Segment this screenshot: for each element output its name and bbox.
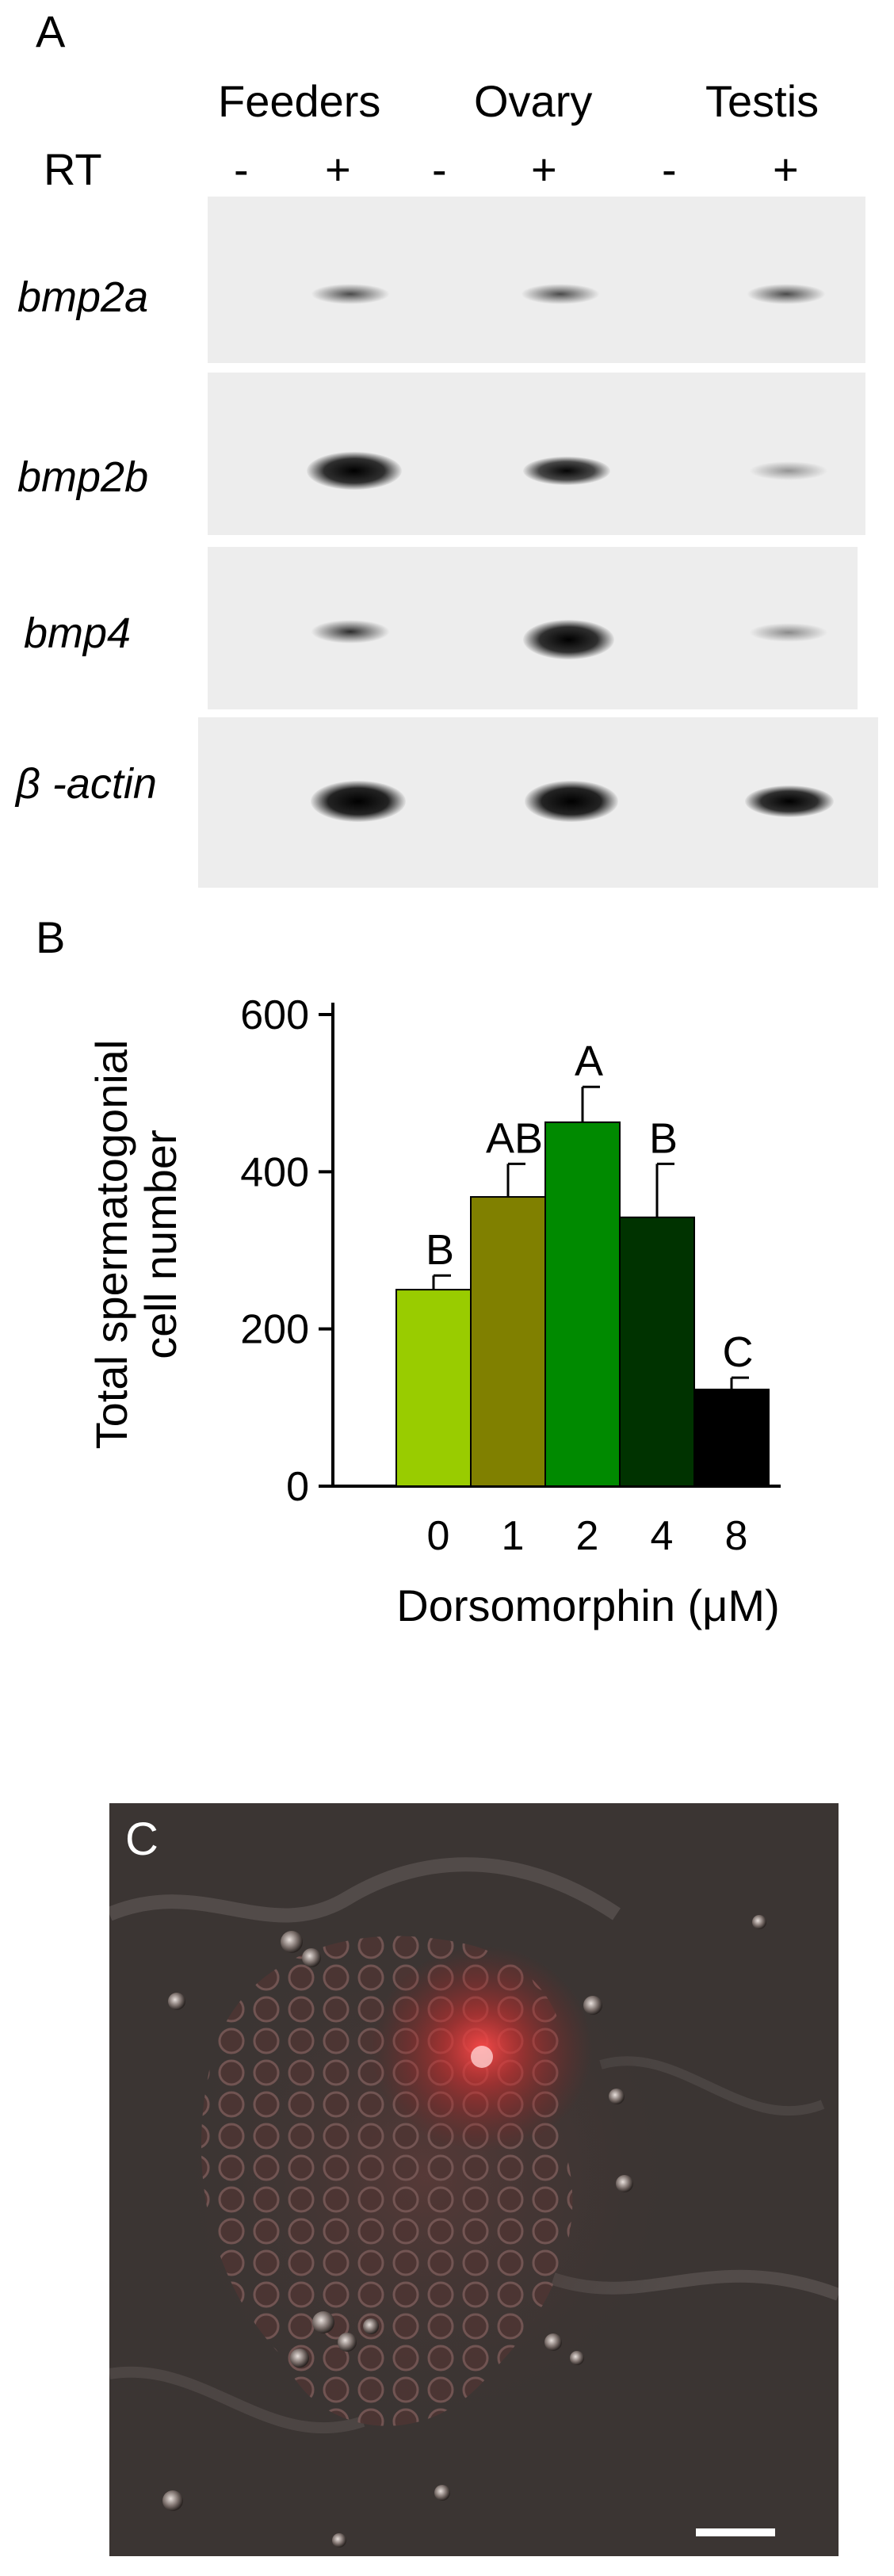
band-bmp2a-ovary — [521, 284, 600, 304]
header-testis: Testis — [705, 76, 820, 126]
x-tick-label: 1 — [502, 1513, 525, 1559]
band-bmp4-feeders — [311, 620, 390, 644]
significance-label: A — [575, 1038, 603, 1085]
lane-feeders-minus: - — [234, 144, 249, 194]
significance-label: C — [723, 1328, 754, 1376]
significance-label: B — [426, 1226, 454, 1274]
x-tick-label: 0 — [427, 1513, 450, 1559]
header-feeders: Feeders — [218, 76, 381, 126]
band-bmp2a-testis — [747, 284, 826, 304]
gene-label-bmp4: bmp4 — [24, 610, 132, 657]
significance-label: AB — [486, 1114, 543, 1162]
band-bmp2a-feeders — [311, 284, 390, 304]
lane-feeders-plus: + — [325, 144, 351, 194]
gel-beta-actin — [198, 717, 878, 888]
micrograph-image — [109, 1803, 839, 2556]
gene-label-bmp2b: bmp2b — [17, 453, 149, 501]
lane-ovary-plus: + — [531, 144, 557, 194]
y-tick-label: 600 — [240, 992, 309, 1038]
band-bmp2b-ovary — [523, 457, 610, 485]
chart-bars — [395, 1085, 770, 1488]
header-ovary: Ovary — [474, 76, 593, 126]
band-actin-testis — [745, 785, 834, 817]
band-bmp2b-testis — [749, 461, 828, 480]
x-tick-label: 8 — [725, 1513, 748, 1559]
micrograph: C — [109, 1803, 839, 2556]
y-tick-label: 0 — [286, 1464, 309, 1510]
bar-chart: 0 200 400 600 B 0 AB 1 A 2 B 4 C 8 Dorsomorphin (μM) To… — [86, 992, 781, 1630]
band-bmp4-testis — [749, 623, 828, 642]
panel-a-letter: A — [36, 6, 66, 56]
chart-labels: 0 200 400 600 B 0 AB 1 A 2 B 4 C 8 Dorsomorphin (μM) To… — [86, 992, 780, 1630]
x-tick-label: 2 — [576, 1513, 599, 1559]
gel-bmp2a — [208, 197, 865, 363]
y-tick-label: 200 — [240, 1307, 309, 1353]
bar-1 — [470, 1196, 546, 1487]
lane-ovary-minus: - — [432, 144, 447, 194]
rt-label: RT — [44, 144, 102, 194]
bar-8 — [693, 1389, 770, 1488]
bar-4 — [619, 1216, 695, 1487]
x-axis-label: Dorsomorphin (μM) — [396, 1580, 779, 1630]
gel-bmp2b — [208, 373, 865, 535]
lane-testis-minus: - — [662, 144, 677, 194]
y-tick-label: 400 — [240, 1149, 309, 1195]
bar-2 — [544, 1121, 621, 1487]
gel-bmp4 — [208, 547, 858, 709]
band-actin-ovary — [525, 781, 618, 822]
x-tick-label: 4 — [651, 1513, 674, 1559]
band-actin-feeders — [311, 781, 406, 822]
bar-0 — [395, 1289, 472, 1488]
scale-bar — [696, 2528, 775, 2536]
panel-c-letter: C — [125, 1814, 159, 1865]
y-axis-label-line: cell number — [136, 1129, 185, 1359]
panel-b-letter: B — [36, 912, 66, 962]
band-bmp4-ovary — [523, 620, 614, 659]
y-axis-label-line: Total spermatogonial — [86, 1040, 136, 1450]
lane-testis-plus: + — [773, 144, 799, 194]
gene-label-beta-actin: β -actin — [16, 760, 157, 808]
band-bmp2b-feeders — [307, 452, 402, 490]
gene-label-bmp2a: bmp2a — [17, 273, 149, 321]
significance-label: B — [649, 1114, 678, 1162]
